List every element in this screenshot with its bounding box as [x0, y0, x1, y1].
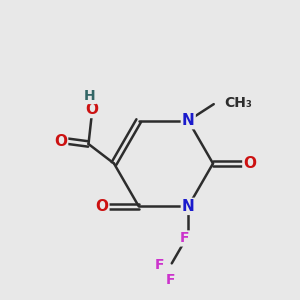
- Text: O: O: [95, 199, 108, 214]
- Text: O: O: [85, 102, 98, 117]
- Text: CH₃: CH₃: [224, 96, 252, 110]
- Text: H: H: [84, 89, 96, 103]
- Text: F: F: [166, 273, 175, 287]
- Text: O: O: [243, 156, 256, 171]
- Text: N: N: [182, 113, 195, 128]
- Text: O: O: [54, 134, 67, 148]
- Text: F: F: [155, 258, 164, 272]
- Text: F: F: [180, 232, 189, 245]
- Text: N: N: [182, 199, 195, 214]
